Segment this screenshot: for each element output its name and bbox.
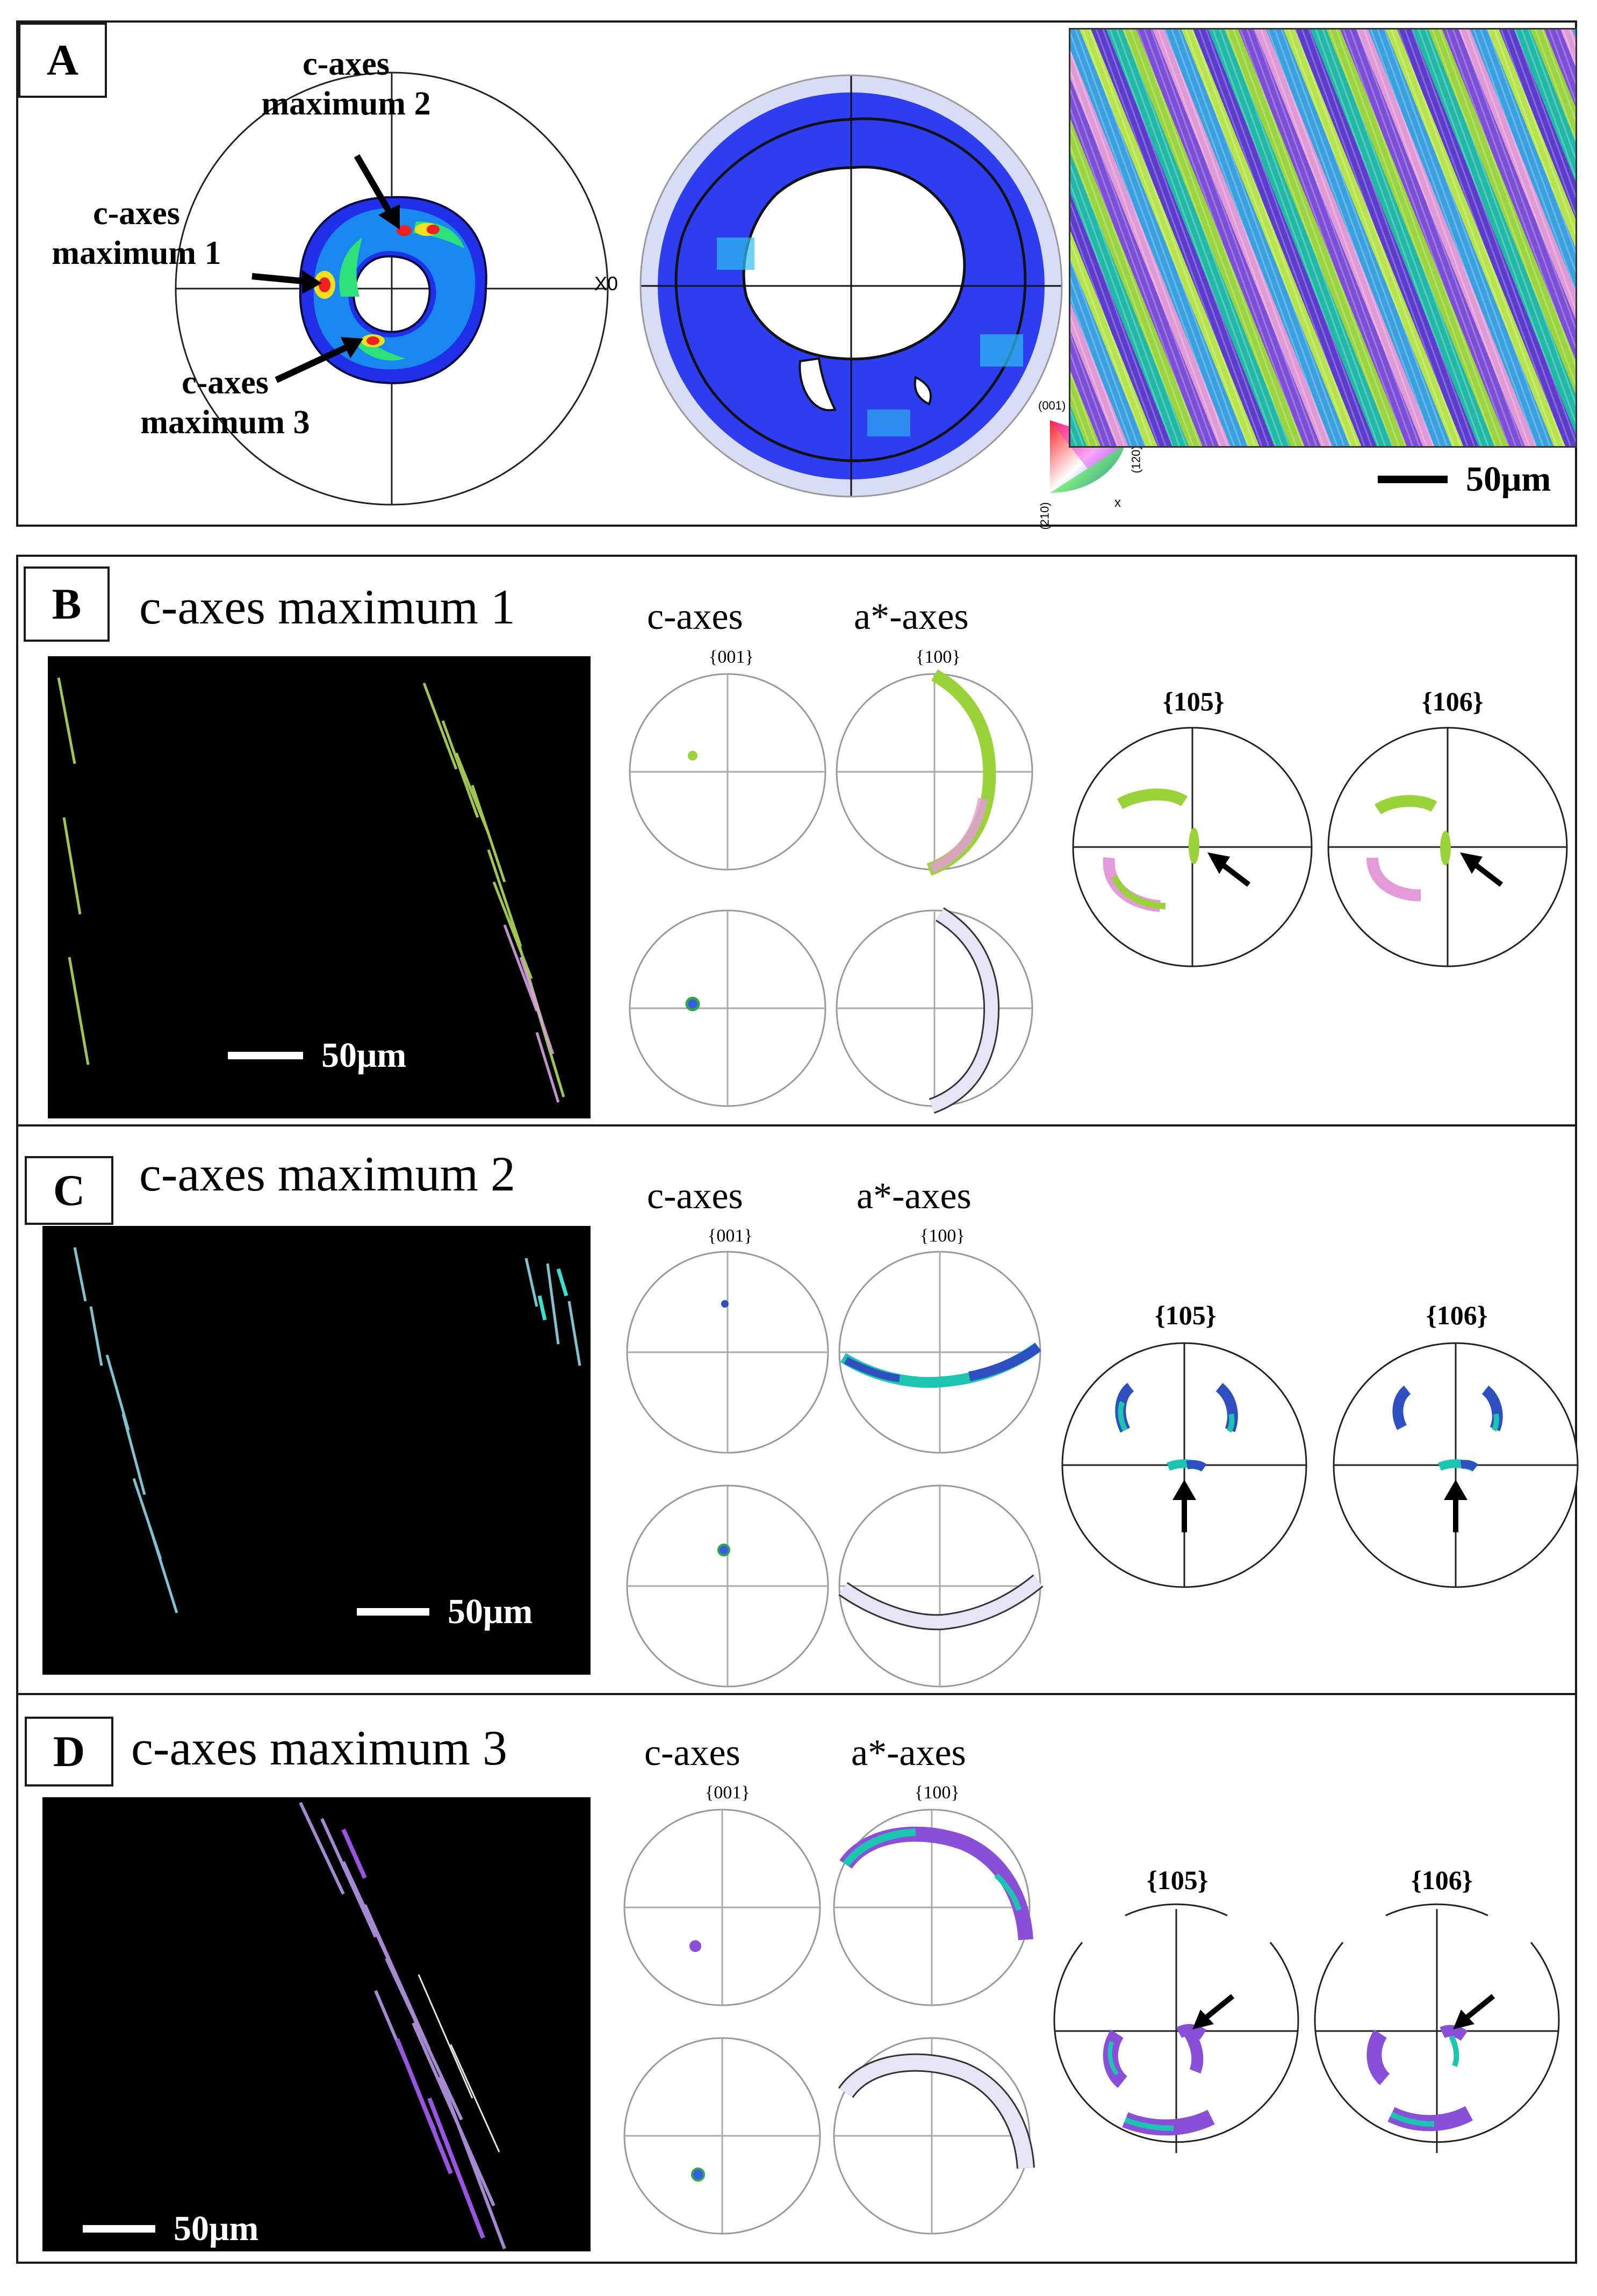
panel-b-pf-105 [1072,727,1313,967]
orientation-map-overlay [1070,30,1576,446]
panel-c-letter: C [25,1156,113,1225]
panel-b-scale-line [228,1052,303,1059]
panel-c-c-axes-label: c-axes [647,1175,743,1217]
panel-c-c-axes-pf-top [626,1251,829,1454]
panel-a-letter: A [18,23,107,98]
panel-d-letter: D [25,1717,113,1786]
panel-c-scale-bar: 50μm [357,1591,533,1632]
panel-c-scale-label: 50μm [448,1592,533,1631]
panel-c-a-axes-pf-bottom [838,1484,1044,1688]
ipf-key-top: (001) [1038,399,1066,412]
panel-d-pf1-label: {105} [1147,1865,1208,1895]
panel-b-a-axes-pf-bottom [836,907,1033,1114]
panel-b-scale-label: 50μm [321,1036,407,1075]
panel-d-title: c-axes maximum 3 [131,1720,508,1775]
panel-d-scale-line [83,2225,155,2233]
panel-d-a-axes-pf-bottom [833,2037,1035,2235]
panel-c-map-grains [73,1247,581,1613]
panel-c-a-axes-label: a*-axes [857,1175,972,1217]
panel-d-scale-label: 50μm [174,2209,259,2248]
panel-b-a-axes-pf-top [836,669,1033,876]
panel-b-scale-bar: 50μm [228,1035,406,1076]
annotation-max-3-text: c-axes maximum 3 [140,364,310,441]
ipf-key-right: (120) [1129,446,1143,473]
panel-b-map-grains [57,677,565,1103]
panel-b-title: c-axes maximum 1 [139,579,516,634]
panel-c-pf2-label: {106} [1426,1300,1488,1330]
panel-d-pf-106 [1314,1903,1560,2153]
panel-a-orientation-map [1069,28,1577,448]
ipf-key-bottom-left: (210) [1038,502,1052,530]
panel-c-title: c-axes maximum 2 [139,1146,516,1201]
panel-d-c-axes-pf-top [623,1809,821,2006]
panel-d-c-pole: {001} [705,1783,750,1803]
panel-d-a-pole: {100} [915,1783,960,1803]
panel-b-a-pole: {100} [916,647,961,667]
panel-d-pf2-label: {106} [1411,1865,1473,1895]
panel-c-pf-105 [1061,1342,1307,1588]
x0-label: X0 [594,272,618,295]
panel-d-c-axes-label: c-axes [644,1732,740,1774]
panel-b-map: 50μm [48,656,591,1118]
panel-b-a-axes-label: a*-axes [854,596,969,637]
panel-b-pf1-label: {105} [1163,686,1225,716]
annotation-max-1: c-axes maximum 1 [34,193,239,274]
panel-d-c-axes-pf-bottom [623,2037,821,2235]
panel-a: A c-axes maximum 2 c-axes maximum 1 c-ax… [16,20,1577,530]
annotation-max-3: c-axes maximum 3 [123,363,327,443]
panel-d-map-grains [299,1802,506,2250]
panel-b-c-axes-pf-bottom [629,909,826,1107]
panel-b: B c-axes maximum 1 50μm c-axes a*-axes {… [16,555,1577,1127]
annotation-max-1-text: c-axes maximum 1 [52,195,221,272]
annotation-max-2-text: c-axes maximum 2 [261,46,431,123]
ipf-key-x: x [1114,496,1121,510]
panel-c-pf-106 [1333,1342,1579,1588]
panel-b-c-axes-pf-top [629,673,826,871]
panel-d-pf-105 [1053,1903,1299,2153]
panel-d-map: 50μm [42,1797,591,2251]
panel-a-second-pole-figure [639,74,1063,498]
panel-d-scale-bar: 50μm [83,2208,258,2249]
panel-b-pf2-label: {106} [1422,686,1484,716]
scale-bar-line [1378,476,1448,483]
panel-c-a-axes-pf-top [838,1251,1041,1454]
panel-c-scale-line [357,1608,429,1616]
panel-d-a-axes-pf-top [833,1809,1033,2006]
panel-d-a-axes-label: a*-axes [851,1732,966,1774]
panel-d: D c-axes maximum 3 50μm c-axes a*-axes {… [16,1693,1577,2264]
panel-c: C c-axes maximum 2 50μm c-axes a*-axes {… [16,1124,1579,1695]
panel-b-pf-106 [1327,727,1568,967]
panel-a-c-axes-pole-figure [175,71,609,506]
panel-c-pf1-label: {105} [1155,1300,1217,1330]
panel-a-scale-bar: 50μm [1378,459,1551,500]
panel-c-map: 50μm [42,1226,591,1675]
annotation-max-2: c-axes maximum 2 [249,44,443,124]
panel-b-c-pole: {001} [709,647,754,667]
panel-b-c-axes-label: c-axes [647,596,743,637]
scale-bar-label: 50μm [1466,460,1551,499]
panel-c-a-pole: {100} [920,1226,965,1246]
panel-b-letter: B [24,566,110,642]
panel-c-c-axes-pf-bottom [626,1484,829,1688]
panel-c-c-pole: {001} [708,1226,753,1246]
